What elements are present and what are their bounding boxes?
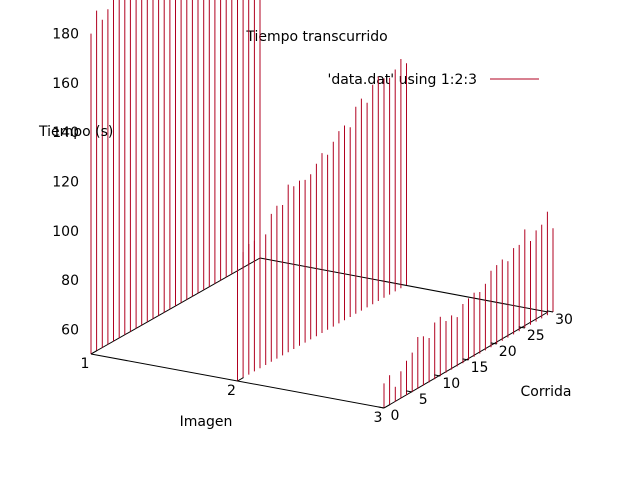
y-tick-0 — [377, 406, 385, 409]
x-tick-2 — [237, 377, 244, 382]
z-tick-label-100: 100 — [52, 224, 79, 240]
y-tick-label-0: 0 — [391, 408, 400, 424]
y-axis-label: Corrida — [521, 384, 572, 400]
x-tick-3 — [383, 404, 391, 409]
x-tick-1 — [90, 350, 98, 355]
x-tick-label-2: 2 — [227, 383, 236, 399]
chart-title: Tiempo transcurrido — [245, 29, 387, 45]
z-tick-label-160: 160 — [52, 76, 79, 92]
x-tick-label-3: 3 — [374, 410, 383, 426]
y-tick-25 — [518, 326, 525, 329]
y-tick-label-10: 10 — [442, 376, 460, 392]
z-tick-label-120: 120 — [52, 175, 79, 191]
z-tick-label-140: 140 — [52, 125, 79, 141]
z-tick-label-180: 180 — [52, 27, 79, 43]
y-tick-20 — [490, 342, 497, 345]
y-tick-30 — [546, 310, 554, 313]
z-tick-label-60: 60 — [61, 322, 79, 338]
y-tick-10 — [434, 374, 441, 377]
z-tick-label-80: 80 — [61, 273, 79, 289]
x-tick-label-1: 1 — [81, 356, 90, 372]
tick-group: 6080100120140160180200123051015202530 — [52, 27, 573, 426]
x-axis-label: Imagen — [180, 414, 233, 430]
y-tick-label-30: 30 — [555, 312, 573, 328]
y-tick-5 — [406, 390, 413, 393]
z-axis-label: Tiempo (s) — [38, 124, 113, 140]
y-tick-15 — [462, 358, 469, 361]
y-tick-label-25: 25 — [527, 328, 545, 344]
y-tick-label-5: 5 — [419, 392, 428, 408]
y-tick-label-15: 15 — [471, 360, 489, 376]
legend-label: 'data.dat' using 1:2:3 — [327, 72, 477, 88]
x-axis-line-back — [259, 257, 549, 313]
y-tick-label-20: 20 — [499, 344, 517, 360]
impulse-group — [90, 0, 554, 408]
